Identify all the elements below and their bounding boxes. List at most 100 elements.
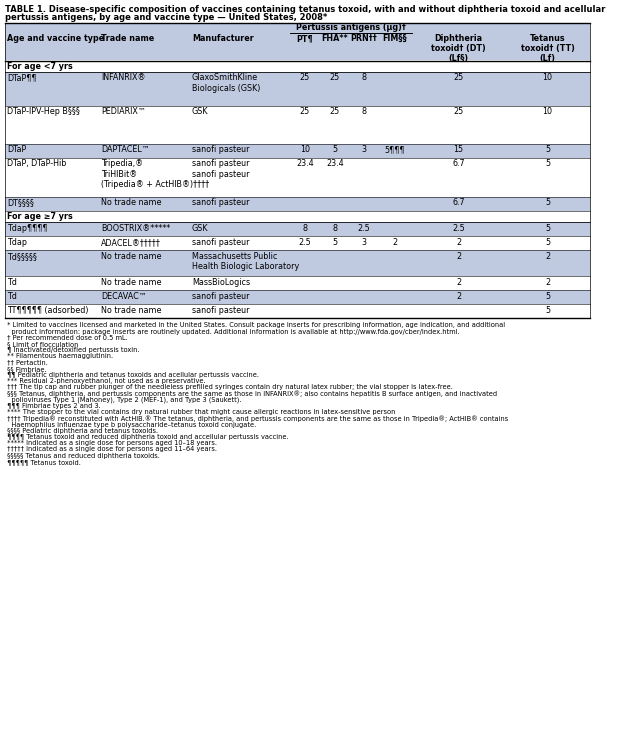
Bar: [5, 250, 590, 277]
Text: 5: 5: [545, 224, 550, 233]
Text: 2: 2: [456, 238, 461, 247]
Text: sanofi pasteur: sanofi pasteur: [192, 238, 249, 247]
Text: ¶¶¶ Fimbriae types 2 and 3.: ¶¶¶ Fimbriae types 2 and 3.: [5, 403, 101, 409]
Bar: [5, 106, 590, 144]
Text: MassBioLogics: MassBioLogics: [192, 278, 250, 287]
Text: Tripedia,®
TriHIBit®
(Tripedia® + ActHIB®)††††: Tripedia,® TriHIBit® (Tripedia® + ActHIB…: [101, 160, 209, 189]
Bar: [5, 211, 590, 223]
Text: DTaP: DTaP: [7, 146, 26, 154]
Text: ¶¶¶¶¶ Tetanus toxoid.: ¶¶¶¶¶ Tetanus toxoid.: [5, 459, 81, 465]
Bar: [5, 23, 590, 61]
Text: TT¶¶¶¶¶ (adsorbed): TT¶¶¶¶¶ (adsorbed): [7, 306, 88, 315]
Text: No trade name: No trade name: [101, 278, 162, 287]
Text: PEDIARIX™: PEDIARIX™: [101, 108, 146, 116]
Text: 25: 25: [330, 73, 340, 83]
Text: Pertussis antigens (μg)†: Pertussis antigens (μg)†: [296, 23, 406, 32]
Text: 2.5: 2.5: [358, 224, 370, 233]
Text: polioviruses Type 1 (Mahoney), Type 2 (MEF-1), and Type 3 (Saukett).: polioviruses Type 1 (Mahoney), Type 2 (M…: [5, 397, 242, 403]
Text: GlaxoSmithKline
Biologicals (GSK): GlaxoSmithKline Biologicals (GSK): [192, 73, 260, 92]
Text: No trade name: No trade name: [101, 198, 162, 207]
Text: product information: package inserts are routinely updated. Additional informati: product information: package inserts are…: [5, 329, 460, 335]
Text: 3: 3: [362, 238, 367, 247]
Bar: [5, 223, 590, 236]
Text: 8: 8: [333, 224, 338, 233]
Text: Haemophilus influenzae type b polysaccharide–tetanus toxoid conjugate.: Haemophilus influenzae type b polysaccha…: [5, 422, 256, 427]
Text: 2: 2: [545, 278, 550, 287]
Text: 5: 5: [545, 146, 550, 154]
Text: ADACEL®†††††: ADACEL®†††††: [101, 238, 161, 247]
Text: Td: Td: [7, 292, 17, 301]
Text: 3: 3: [362, 146, 367, 154]
Text: GSK: GSK: [192, 224, 208, 233]
Bar: [5, 277, 590, 291]
Text: 8: 8: [303, 224, 308, 233]
Text: 25: 25: [330, 108, 340, 116]
Text: §§ Fimbriae.: §§ Fimbriae.: [5, 366, 47, 372]
Text: No trade name: No trade name: [101, 306, 162, 315]
Text: 2: 2: [456, 278, 461, 287]
Text: *** Residual 2-phenoxyethanol, not used as a preservative.: *** Residual 2-phenoxyethanol, not used …: [5, 378, 206, 384]
Text: Diphtheria
toxoid† (DT)
(Lf§): Diphtheria toxoid† (DT) (Lf§): [431, 34, 486, 63]
Bar: [5, 72, 590, 106]
Bar: [5, 144, 590, 158]
Text: Tdap: Tdap: [7, 238, 27, 247]
Text: 5: 5: [545, 160, 550, 168]
Text: 5: 5: [545, 238, 550, 247]
Text: ¶¶¶¶ Tetanus toxoid and reduced diphtheria toxoid and accellular pertussis vacci: ¶¶¶¶ Tetanus toxoid and reduced diphther…: [5, 434, 288, 440]
Text: DAPTACEL™: DAPTACEL™: [101, 146, 150, 154]
Text: 8: 8: [362, 108, 367, 116]
Text: sanofi pasteur: sanofi pasteur: [192, 292, 249, 301]
Text: Tdap¶¶¶¶: Tdap¶¶¶¶: [7, 224, 47, 233]
Text: TABLE 1. Disease-specific composition of vaccines containing tetanus toxoid, wit: TABLE 1. Disease-specific composition of…: [5, 5, 605, 14]
Text: †† Pertactin.: †† Pertactin.: [5, 359, 48, 366]
Text: For age ≥7 yrs: For age ≥7 yrs: [7, 212, 72, 221]
Text: 5: 5: [545, 292, 550, 301]
Text: FIM§§: FIM§§: [383, 34, 407, 43]
Text: 2.5: 2.5: [299, 238, 312, 247]
Text: ¶¶ Pediatric diphtheria and tetanus toxoids and acellular pertussis vaccine.: ¶¶ Pediatric diphtheria and tetanus toxo…: [5, 372, 259, 378]
Text: 10: 10: [542, 108, 553, 116]
Text: †††† Tripedia® reconstituted with ActHIB.® The tetanus, diphtheria, and pertussi: †††† Tripedia® reconstituted with ActHIB…: [5, 416, 508, 422]
Text: * Limited to vaccines licensed and marketed in the United States. Consult packag: * Limited to vaccines licensed and marke…: [5, 323, 505, 329]
Text: DECAVAC™: DECAVAC™: [101, 292, 147, 301]
Text: sanofi pasteur
sanofi pasteur: sanofi pasteur sanofi pasteur: [192, 160, 249, 179]
Text: 10: 10: [300, 146, 310, 154]
Text: §§§§ Pediatric diphtheria and tetanus toxoids.: §§§§ Pediatric diphtheria and tetanus to…: [5, 428, 158, 434]
Bar: [5, 158, 590, 197]
Text: 5: 5: [545, 198, 550, 207]
Text: **** The stopper to the vial contains dry natural rubber that might cause allerg: **** The stopper to the vial contains dr…: [5, 409, 395, 415]
Bar: [5, 236, 590, 250]
Text: BOOSTRIX®*****: BOOSTRIX®*****: [101, 224, 171, 233]
Text: GSK: GSK: [192, 108, 208, 116]
Text: ††† The tip cap and rubber plunger of the needleless prefilled syringes contain : ††† The tip cap and rubber plunger of th…: [5, 384, 453, 390]
Text: Trade name: Trade name: [101, 34, 154, 43]
Text: 2: 2: [392, 238, 397, 247]
Text: 23.4: 23.4: [326, 160, 344, 168]
Text: 10: 10: [542, 73, 553, 83]
Text: 2: 2: [545, 252, 550, 261]
Text: 25: 25: [453, 73, 463, 83]
Text: pertussis antigens, by age and vaccine type — United States, 2008*: pertussis antigens, by age and vaccine t…: [5, 12, 328, 21]
Text: sanofi pasteur: sanofi pasteur: [192, 306, 249, 315]
Text: §§§§§ Tetanus and reduced diphtheria toxoids.: §§§§§ Tetanus and reduced diphtheria tox…: [5, 452, 160, 459]
Text: 23.4: 23.4: [296, 160, 314, 168]
Text: No trade name: No trade name: [101, 252, 162, 261]
Bar: [5, 291, 590, 305]
Text: DTaP-IPV-Hep B§§§: DTaP-IPV-Hep B§§§: [7, 108, 80, 116]
Text: 6.7: 6.7: [452, 160, 465, 168]
Text: 5¶¶¶: 5¶¶¶: [385, 146, 405, 154]
Text: Massachusetts Public
Health Biologic Laboratory: Massachusetts Public Health Biologic Lab…: [192, 252, 299, 271]
Text: INFANRIX®: INFANRIX®: [101, 73, 146, 83]
Text: §§§ Tetanus, diphtheria, and pertussis components are the same as those in INFAN: §§§ Tetanus, diphtheria, and pertussis c…: [5, 391, 497, 397]
Text: Td§§§§§: Td§§§§§: [7, 252, 37, 261]
Text: ††††† Indicated as a single dose for persons aged 11–64 years.: ††††† Indicated as a single dose for per…: [5, 447, 217, 452]
Text: Td: Td: [7, 278, 17, 287]
Text: 2: 2: [456, 292, 461, 301]
Text: 2: 2: [456, 252, 461, 261]
Text: 5: 5: [545, 306, 550, 315]
Text: 25: 25: [453, 108, 463, 116]
Text: DTaP¶¶: DTaP¶¶: [7, 73, 37, 83]
Text: § Limit of flocculation: § Limit of flocculation: [5, 341, 78, 347]
Text: 8: 8: [362, 73, 367, 83]
Text: 15: 15: [453, 146, 463, 154]
